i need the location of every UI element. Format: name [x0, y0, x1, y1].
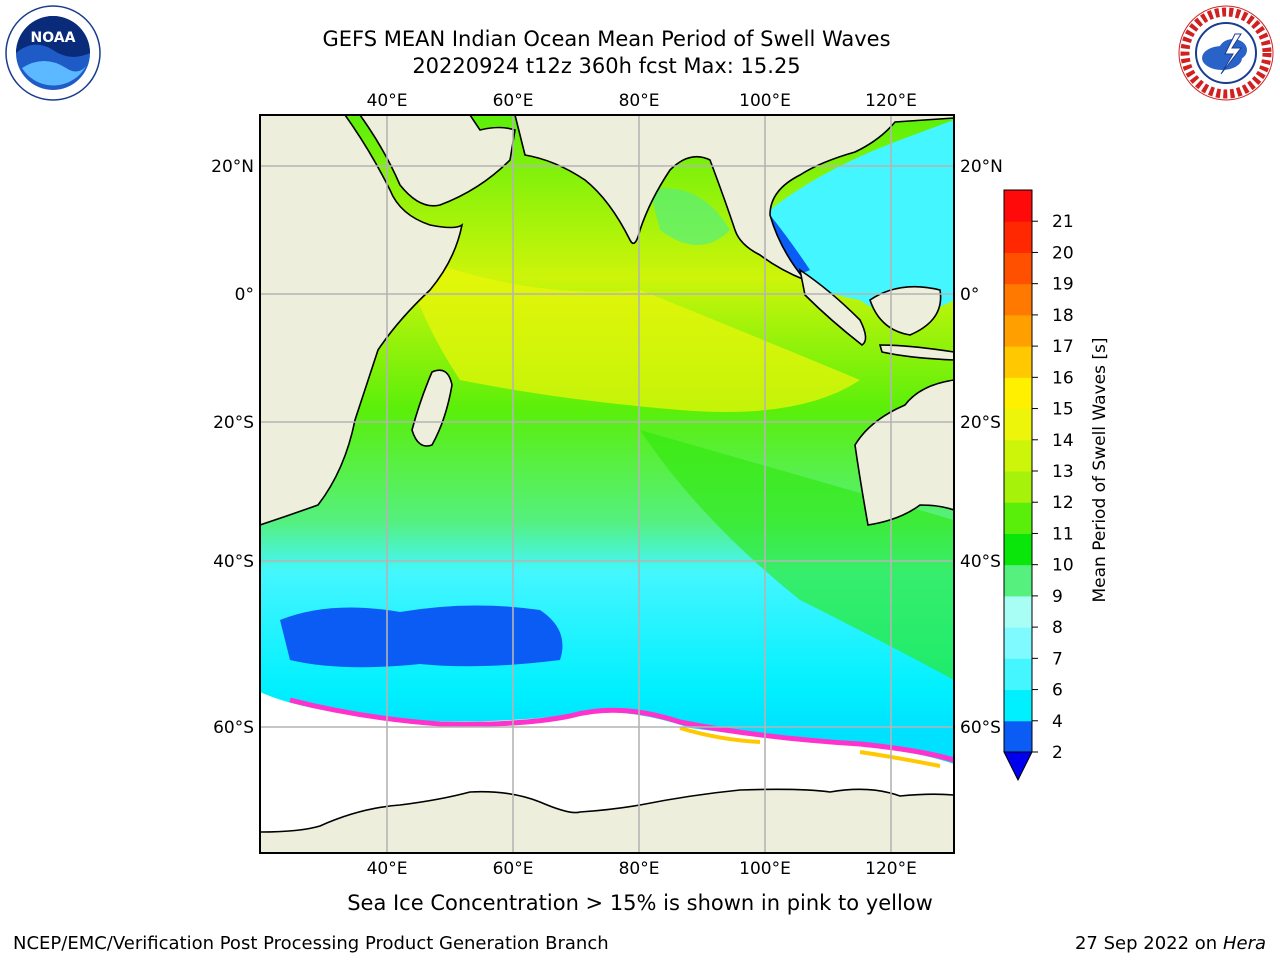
colorbar-segment — [1004, 502, 1032, 534]
colorbar-extend-arrow — [1003, 751, 1033, 782]
lat-label-right-2: 20°S — [960, 413, 1001, 433]
lon-labels-bottom: 40°E 60°E 80°E 100°E 120°E — [367, 859, 917, 879]
colorbar-segment — [1004, 471, 1032, 503]
colorbar-tick-label: 2 — [1052, 743, 1063, 763]
colorbar-segment — [1004, 252, 1032, 285]
asia-land — [514, 115, 954, 281]
colorbar-tick-label: 8 — [1052, 618, 1063, 638]
map-gridlines — [260, 115, 954, 853]
australia-land — [854, 379, 954, 526]
lat-label-left-2: 20°S — [213, 413, 254, 433]
marginal-sea-zone — [770, 120, 954, 315]
colorbar-tick-label: 15 — [1052, 400, 1074, 420]
lon-label-top-3: 100°E — [739, 91, 791, 111]
borneo-land — [869, 285, 942, 336]
lon-label-bottom-1: 60°E — [493, 859, 534, 879]
bengal-zone — [650, 188, 730, 245]
colorbar-tick-label: 9 — [1052, 587, 1063, 607]
antarctica-land — [260, 788, 954, 853]
lon-labels-top: 40°E 60°E 80°E 100°E 120°E — [367, 91, 917, 111]
footer-credit: NCEP/EMC/Verification Post Processing Pr… — [13, 933, 609, 954]
colorbar-label: Mean Period of Swell Waves [s] — [1090, 338, 1110, 603]
sumatra-land — [798, 268, 867, 346]
lon-label-top-1: 60°E — [493, 91, 534, 111]
colorbar-segment — [1004, 221, 1032, 253]
high-period-zone — [400, 250, 860, 412]
sea-ice-edge — [289, 697, 954, 763]
low-period-zone — [280, 605, 563, 668]
sea-ice-footnote-text: Sea Ice Concentration > 15% is shown in … — [347, 891, 933, 915]
colorbar-segment — [1004, 283, 1032, 316]
colorbar-segment — [1004, 439, 1032, 472]
lat-label-right-4: 60°S — [960, 718, 1001, 738]
arabia-land — [359, 115, 516, 207]
colorbar: 2 4 6 7 8 9 10 11 12 13 14 15 16 17 18 19 20 21 — [1003, 189, 1074, 782]
colorbar-tick-label: 20 — [1052, 243, 1074, 263]
colorbar-segment — [1004, 564, 1032, 597]
noaa-logo-text: NOAA — [31, 30, 76, 46]
lat-label-left-1: 0° — [235, 285, 254, 305]
colorbar-segment — [1004, 346, 1032, 378]
colorbar-segment — [1004, 689, 1032, 722]
sea-ice-edge-yellow — [679, 726, 941, 768]
lon-label-bottom-4: 120°E — [865, 859, 917, 879]
green-zone-east — [640, 430, 954, 680]
colorbar-tick-label: 14 — [1052, 431, 1074, 451]
lat-label-left-0: 20°N — [211, 157, 254, 177]
lat-label-right-0: 20°N — [960, 157, 1003, 177]
lon-label-bottom-0: 40°E — [367, 859, 408, 879]
madagascar-land — [411, 369, 453, 447]
lat-labels-left: 20°N 0° 20°S 40°S 60°S — [211, 157, 254, 738]
colorbar-tick-label: 13 — [1052, 462, 1074, 482]
lat-label-right-3: 40°S — [960, 552, 1001, 572]
colorbar-tick-label: 12 — [1052, 493, 1074, 513]
lat-label-left-3: 40°S — [213, 552, 254, 572]
map-subtitle: 20220924 t12z 360h fcst Max: 15.25 — [412, 54, 801, 78]
lat-label-right-1: 0° — [960, 285, 979, 305]
national-weather-service-logo — [1178, 5, 1274, 101]
lon-label-bottom-3: 100°E — [739, 859, 791, 879]
sea-ice-footnote: Sea Ice Concentration > 15% is shown in … — [0, 891, 1280, 915]
colorbar-tick-label: 19 — [1052, 275, 1074, 295]
map-plot-area — [260, 115, 954, 853]
lat-labels-right: 20°N 0° 20°S 40°S 60°S — [960, 157, 1003, 738]
footer-date: 27 Sep 2022 on Hera — [1075, 933, 1266, 954]
noaa-logo: NOAA — [5, 5, 101, 101]
colorbar-segment — [1004, 190, 1032, 222]
colorbar-tick-label: 6 — [1052, 681, 1063, 701]
colorbar-tick-label: 16 — [1052, 368, 1074, 388]
colorbar-tick-label: 18 — [1052, 306, 1074, 326]
colorbar-tick-label: 11 — [1052, 524, 1074, 544]
colorbar-segment — [1004, 658, 1032, 691]
colorbar-segment — [1004, 377, 1032, 410]
colorbar-tick-label: 7 — [1052, 649, 1063, 669]
map-title: GEFS MEAN Indian Ocean Mean Period of Sw… — [322, 27, 891, 51]
lat-label-left-4: 60°S — [213, 718, 254, 738]
java-land — [878, 344, 954, 361]
footer-host: Hera — [1222, 933, 1266, 954]
lon-label-bottom-2: 80°E — [619, 859, 660, 879]
colorbar-tick-label: 17 — [1052, 337, 1074, 357]
colorbar-tick-label: 4 — [1052, 712, 1063, 732]
colorbar-tick-label: 10 — [1052, 556, 1074, 576]
lon-label-top-4: 120°E — [865, 91, 917, 111]
lon-label-top-2: 80°E — [619, 91, 660, 111]
footer-date-text: 27 Sep 2022 on — [1074, 933, 1218, 954]
colorbar-tick-label: 21 — [1052, 212, 1074, 232]
lon-label-top-0: 40°E — [367, 91, 408, 111]
colorbar-segment — [1004, 533, 1032, 566]
colorbar-segment — [1004, 595, 1032, 628]
map-frame — [259, 114, 955, 854]
colorbar-segment — [1004, 408, 1032, 441]
colorbar-segment — [1004, 720, 1032, 753]
colorbar-segment — [1004, 314, 1032, 347]
colorbar-segment — [1004, 627, 1032, 659]
